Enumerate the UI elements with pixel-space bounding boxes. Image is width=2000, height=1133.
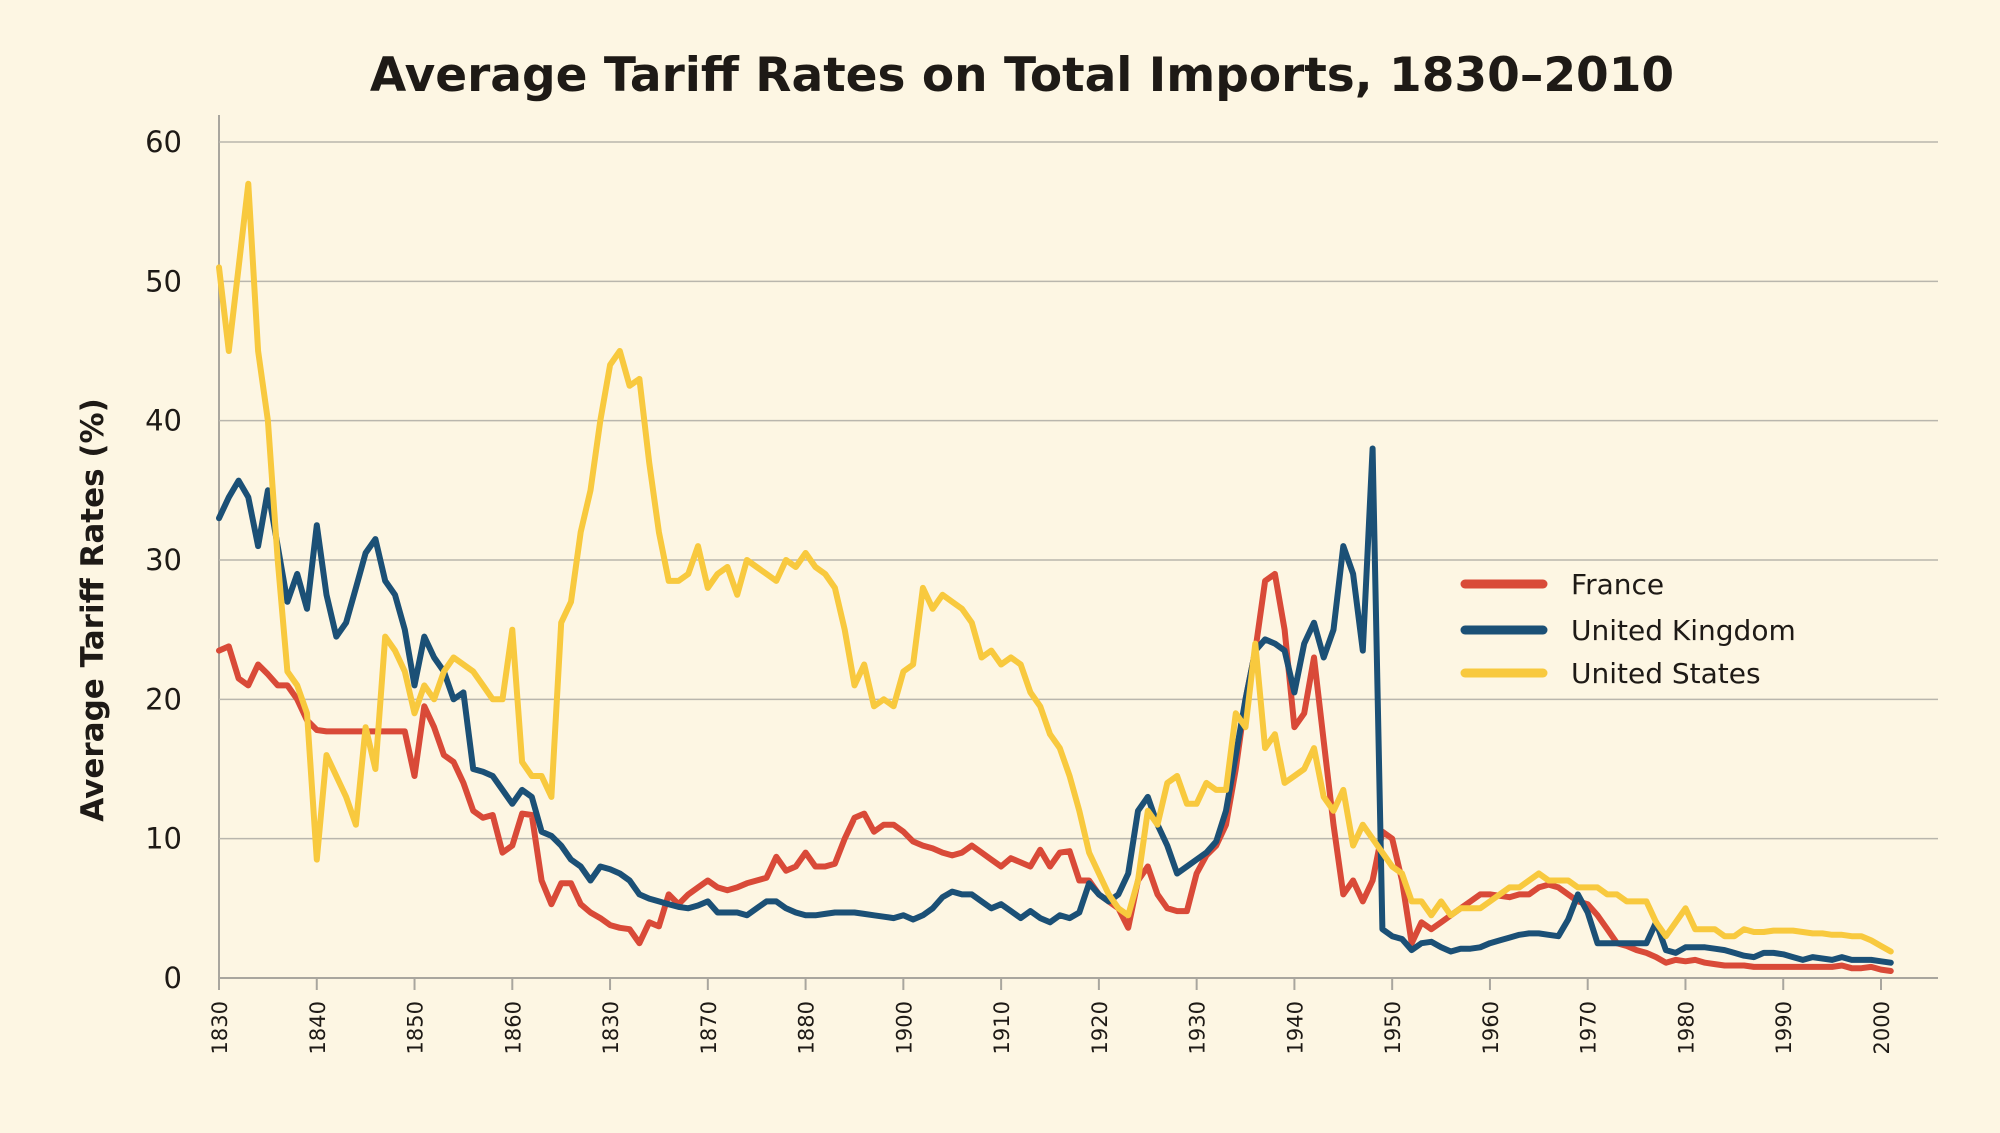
- x-tick-label: 1830: [599, 1001, 623, 1054]
- x-tick-label: 1860: [501, 1001, 525, 1054]
- y-tick-label: 60: [145, 125, 182, 159]
- series-lines: [216, 180, 1894, 974]
- x-tick-label: 1850: [404, 1001, 428, 1054]
- x-tick-label: 1830: [208, 1001, 232, 1054]
- series-line-united-states: [216, 180, 1894, 955]
- series-line-united-kingdom: [216, 445, 1894, 966]
- y-tick-label: 0: [164, 961, 182, 995]
- x-tick-label: 1990: [1772, 1001, 1796, 1054]
- x-tick-label: 1870: [697, 1001, 721, 1054]
- x-tick-label: 1930: [1186, 1001, 1210, 1054]
- x-tick-label: 1940: [1283, 1001, 1307, 1054]
- y-tick-label: 20: [145, 682, 182, 716]
- x-tick-label: 1920: [1088, 1001, 1112, 1054]
- legend-label: United Kingdom: [1571, 614, 1796, 647]
- x-tick-label: 1840: [306, 1001, 330, 1054]
- chart-title: Average Tariff Rates on Total Imports, 1…: [370, 48, 1674, 103]
- x-tick-label: 1950: [1381, 1001, 1405, 1054]
- x-tick-label: 1960: [1479, 1001, 1503, 1054]
- x-tick-label: 1970: [1577, 1001, 1601, 1054]
- legend-label: France: [1571, 568, 1664, 601]
- x-tick-label: 1900: [892, 1001, 916, 1054]
- series-line-france: [216, 570, 1894, 974]
- x-tick-label: 1880: [795, 1001, 819, 1054]
- y-axis-label: Average Tariff Rates (%): [75, 398, 111, 822]
- legend-label: United States: [1571, 657, 1761, 690]
- y-tick-label: 50: [145, 264, 182, 298]
- x-tick-labels: 1830 1840 1850 1860 1830 1870 1880 1900 1910 1920…: [208, 1001, 1894, 1054]
- y-tick-label: 30: [145, 543, 182, 577]
- x-tick-label: 2000: [1870, 1001, 1894, 1054]
- y-tick-label: 10: [145, 822, 182, 856]
- legend: France United Kingdom United States: [1460, 568, 1796, 690]
- x-tick-label: 1910: [990, 1001, 1014, 1054]
- y-tick-labels: 0 10 20 30 40 50 60: [145, 125, 182, 995]
- y-tick-label: 40: [145, 404, 182, 438]
- x-tick-label: 1980: [1674, 1001, 1698, 1054]
